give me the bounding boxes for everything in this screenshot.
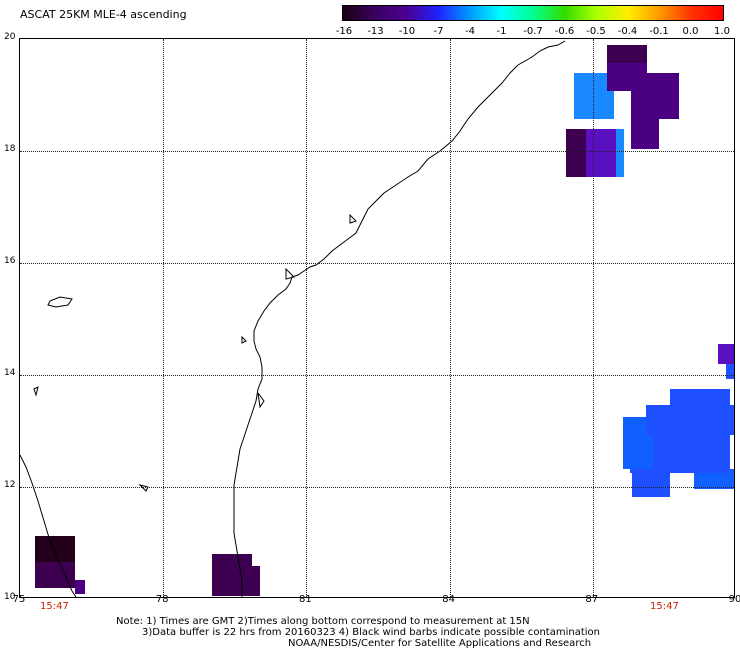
- gridline-horizontal: [20, 151, 734, 152]
- colorbar-tick-label: -0.7: [523, 26, 543, 37]
- longitude-label: 75: [12, 594, 26, 605]
- colorbar-tick-label: 1.0: [714, 26, 730, 37]
- wind-data-cell: [566, 129, 586, 177]
- colorbar-tick-label: -10: [398, 26, 416, 37]
- wind-data-cell: [670, 389, 730, 409]
- latitude-label: 16: [4, 256, 16, 266]
- time-label-right: 15:47: [650, 601, 679, 612]
- longitude-label: 90: [728, 594, 740, 605]
- longitude-label: 87: [585, 594, 599, 605]
- note-line-2: 3)Data buffer is 22 hrs from 20160323 4)…: [142, 627, 600, 638]
- latitude-label: 18: [4, 144, 16, 154]
- gridline-vertical: [592, 39, 594, 597]
- coastline: [20, 40, 566, 597]
- note-line-3: NOAA/NESDIS/Center for Satellite Applica…: [288, 638, 592, 649]
- longitude-label: 81: [299, 594, 312, 605]
- latitude-label: 12: [4, 480, 16, 490]
- gridline-horizontal: [20, 375, 734, 376]
- wind-data-cell: [632, 469, 670, 497]
- colorbar-tick-label: -13: [367, 26, 384, 37]
- latitude-label: 20: [4, 32, 16, 42]
- product-title: ASCAT 25KM MLE-4 ascending: [20, 8, 187, 21]
- wind-data-cell: [607, 45, 647, 63]
- gridline-horizontal: [20, 263, 734, 264]
- longitude-label: 84: [442, 594, 455, 605]
- gridline-horizontal: [20, 487, 734, 488]
- wind-data-cell: [212, 554, 252, 586]
- wind-data-cell: [607, 63, 647, 91]
- colorbar-tick-label: -0.1: [649, 26, 669, 37]
- colorbar-tick-label: -7: [433, 26, 444, 37]
- note-line-1: Note: 1) Times are GMT 2)Times along bot…: [116, 616, 530, 627]
- wind-data-cell: [646, 405, 734, 435]
- wind-data-cell: [718, 344, 734, 364]
- wind-data-cell: [726, 361, 734, 379]
- colorbar-tick-label: -0.6: [554, 26, 575, 37]
- latitude-label: 10: [4, 592, 16, 602]
- colorbar-tick-label: -16: [335, 26, 353, 37]
- latitude-label: 14: [4, 368, 16, 378]
- wind-data-cell: [647, 73, 679, 119]
- wind-data-cell: [35, 536, 75, 562]
- wind-data-cell: [75, 580, 85, 594]
- wind-data-cell: [616, 129, 624, 177]
- longitude-label: 78: [155, 594, 169, 605]
- gridline-vertical: [306, 39, 308, 597]
- colorbar-tick-label: -4: [465, 26, 475, 37]
- colorbar-tick-label: -1: [496, 26, 507, 37]
- map-panel: [19, 38, 735, 598]
- wind-data-cell: [586, 129, 616, 177]
- colorbar-tick-label: -0.5: [586, 26, 606, 37]
- colorbar: [342, 5, 724, 21]
- colorbar-tick-label: 0.0: [682, 26, 699, 37]
- wind-data-cell: [694, 469, 734, 489]
- gridline-vertical: [163, 39, 165, 597]
- colorbar-tick-label: -0.4: [617, 26, 638, 37]
- time-label-left: 15:47: [40, 601, 69, 612]
- gridline-vertical: [449, 39, 451, 597]
